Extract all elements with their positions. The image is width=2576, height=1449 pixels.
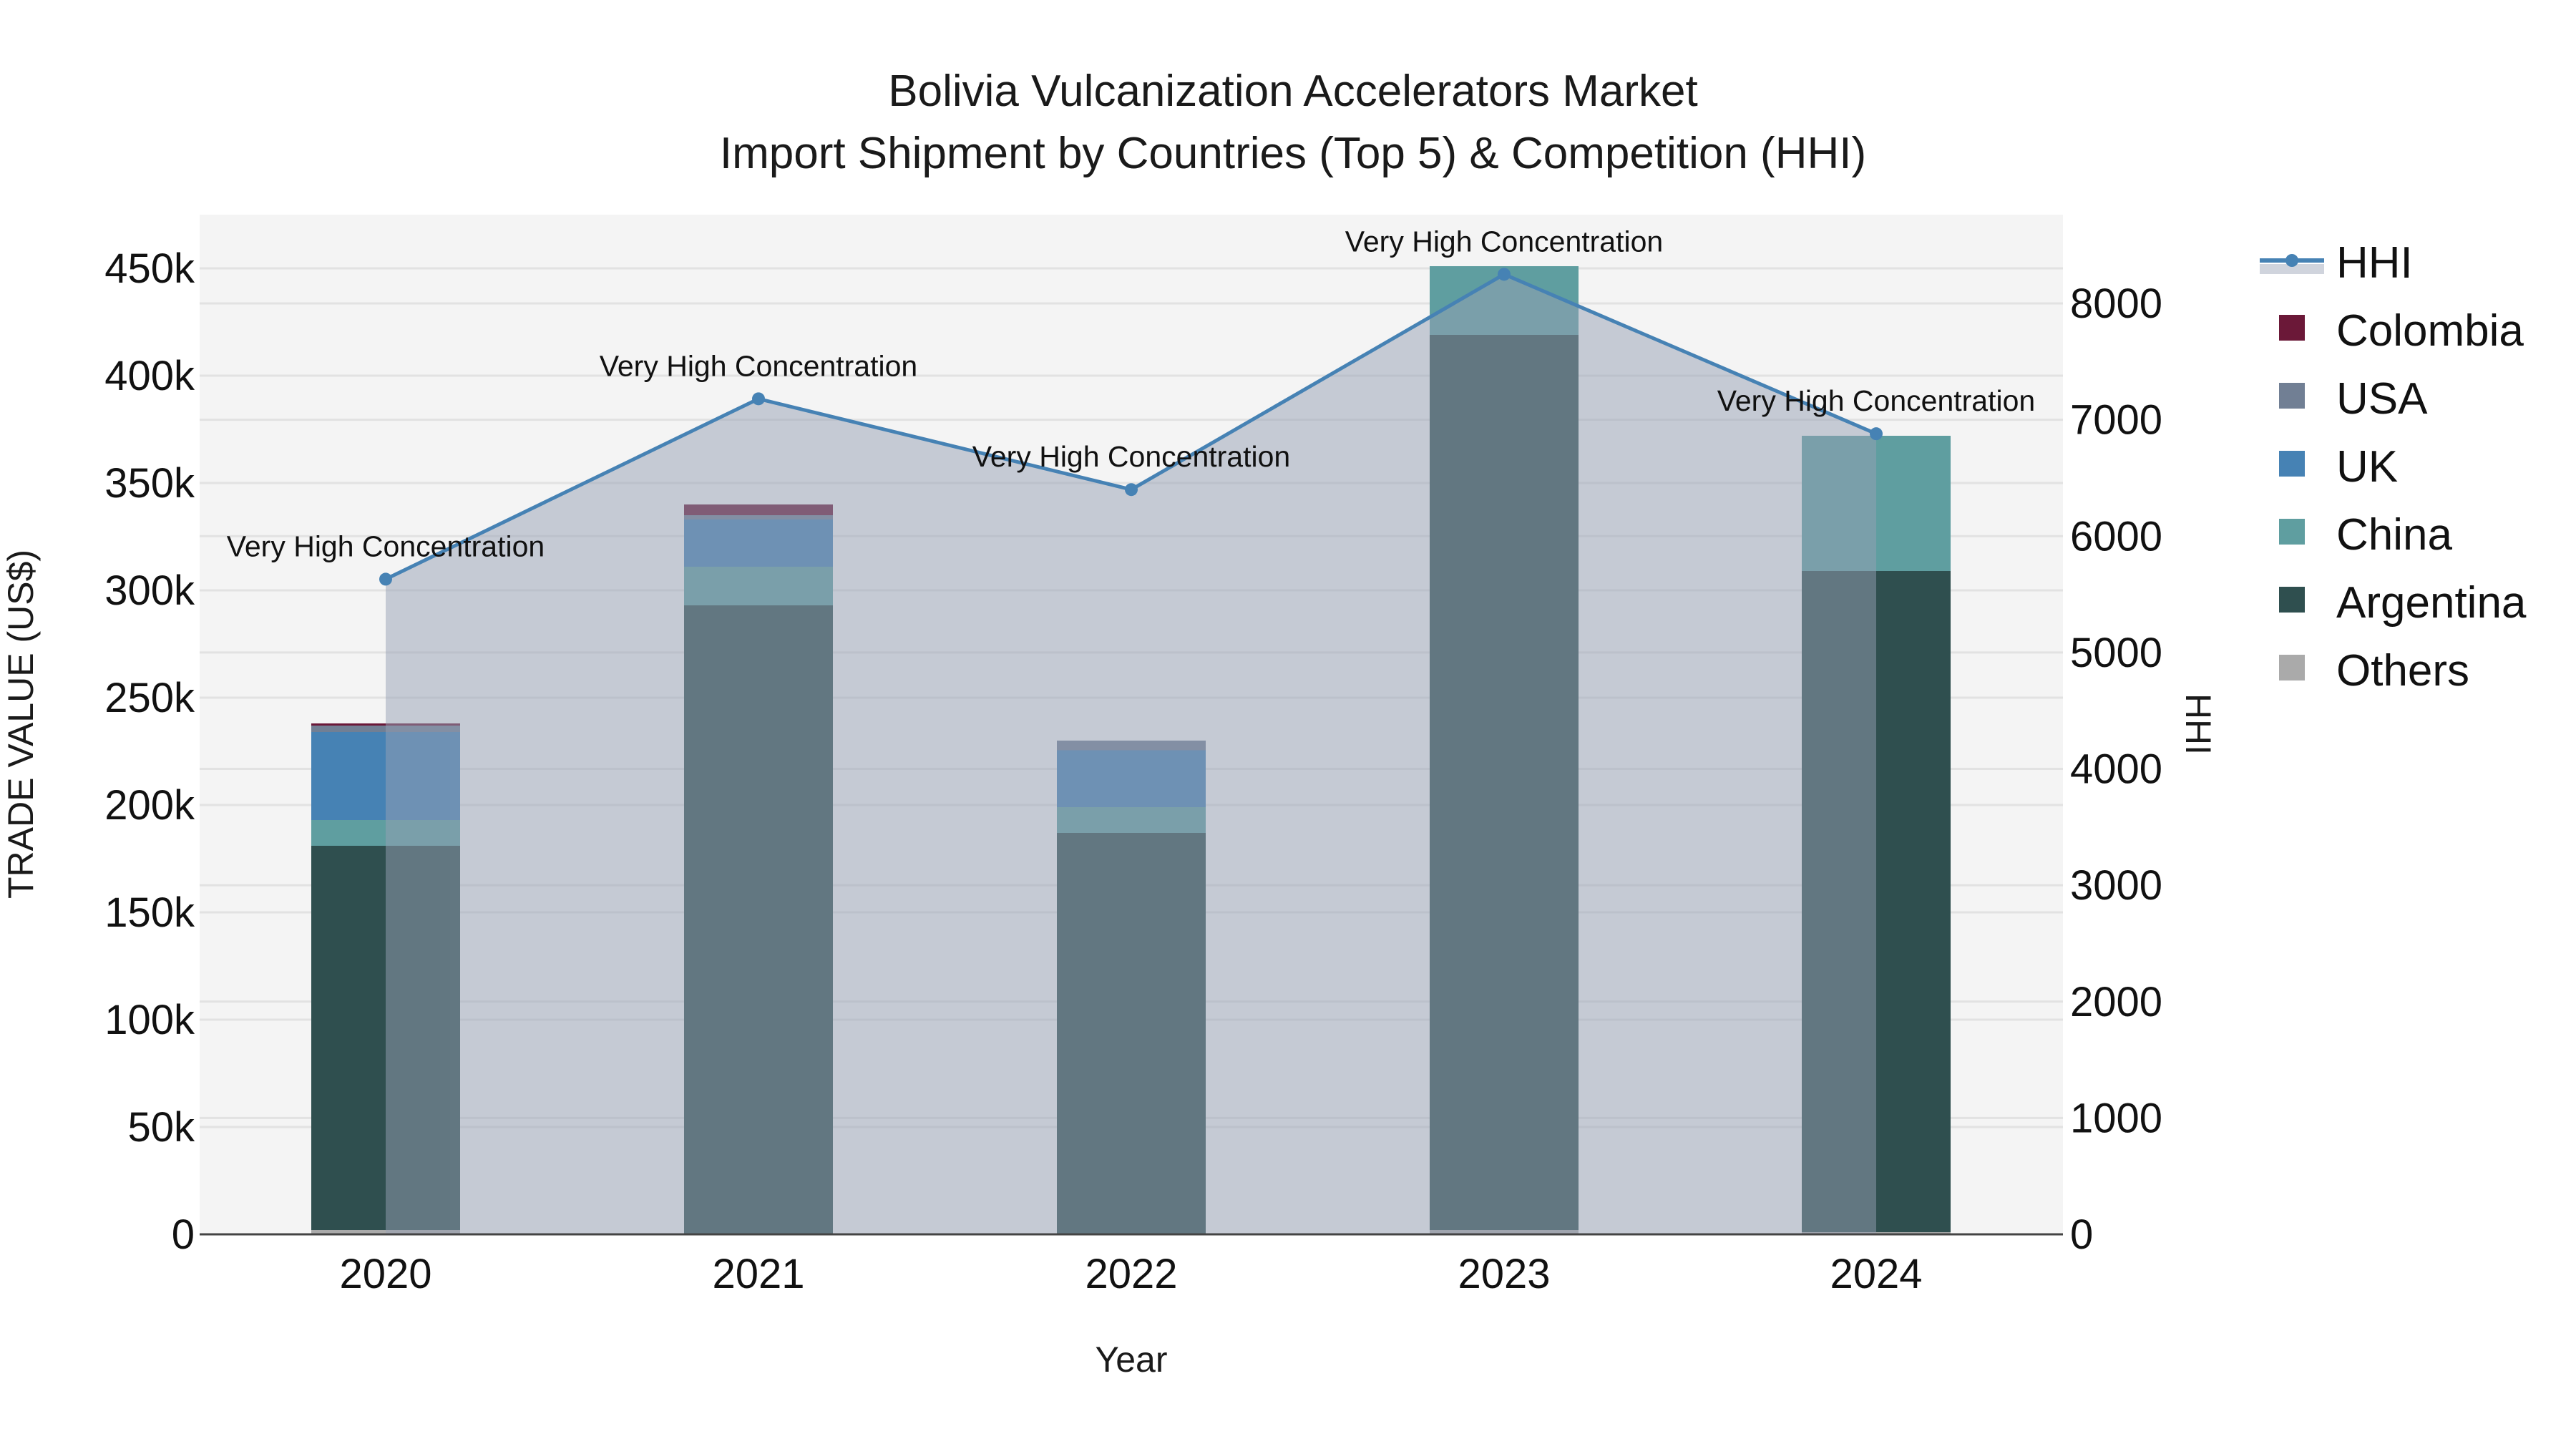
y-right-tick: 8000 (2070, 280, 2162, 327)
y-axis-left-title: TRADE VALUE (US$) (1, 550, 41, 899)
x-axis-title: Year (1095, 1340, 1167, 1380)
y-left-tick: 0 (172, 1211, 195, 1258)
annotation-2024: Very High Concentration (1717, 384, 2035, 417)
legend-item-uk[interactable]: UK (2279, 442, 2398, 492)
legend-item-colombia[interactable]: Colombia (2279, 306, 2524, 356)
y-left-tick: 350k (104, 460, 195, 507)
legend-label: China (2336, 510, 2453, 560)
x-tick-2021: 2021 (712, 1251, 804, 1297)
annotation-2022: Very High Concentration (972, 440, 1290, 473)
hhi-marker-2024[interactable] (1870, 427, 1883, 441)
y-left-tick: 400k (104, 353, 195, 399)
x-axis-ticks: 2020 2021 2022 2023 2024 (339, 1251, 1922, 1297)
y-right-tick: 0 (2070, 1211, 2093, 1258)
legend-swatch-icon (2279, 383, 2305, 409)
legend-swatch-icon (2279, 451, 2305, 477)
hhi-marker-2020[interactable] (379, 572, 392, 586)
legend-item-argentina[interactable]: Argentina (2279, 578, 2527, 628)
legend-item-hhi[interactable]: HHI (2260, 238, 2413, 288)
legend-swatch-icon (2279, 519, 2305, 545)
x-tick-2023: 2023 (1458, 1251, 1550, 1297)
y-right-tick: 6000 (2070, 513, 2162, 560)
chart-title-line2: Import Shipment by Countries (Top 5) & C… (720, 129, 1866, 178)
y-left-tick: 150k (104, 889, 195, 936)
legend-label: Others (2336, 646, 2469, 696)
annotation-2023: Very High Concentration (1345, 225, 1663, 258)
legend-label: UK (2336, 442, 2398, 492)
legend-item-usa[interactable]: USA (2279, 374, 2428, 424)
y-axis-right-title: HHI (2178, 693, 2218, 755)
y-right-tick: 4000 (2070, 746, 2162, 793)
y-left-tick: 200k (104, 782, 195, 829)
hhi-marker-2023[interactable] (1498, 268, 1511, 281)
legend-label: Argentina (2336, 578, 2527, 628)
x-tick-2022: 2022 (1085, 1251, 1177, 1297)
legend-item-china[interactable]: China (2279, 510, 2453, 560)
legend-label: Colombia (2336, 306, 2524, 356)
annotation-2021: Very High Concentration (600, 349, 917, 382)
y-left-tick: 250k (104, 675, 195, 721)
y-axis-right: 0 1000 2000 3000 4000 5000 6000 7000 8000 (2070, 280, 2162, 1258)
y-right-tick: 1000 (2070, 1095, 2162, 1141)
y-right-tick: 3000 (2070, 862, 2162, 909)
legend-fill-swatch (2260, 264, 2324, 274)
legend-marker-icon (2285, 254, 2298, 267)
hhi-marker-2022[interactable] (1125, 483, 1138, 497)
legend-item-others[interactable]: Others (2279, 646, 2469, 696)
y-axis-left: 0 50k 100k 150k 200k 250k 300k 350k 400k 450k (104, 245, 195, 1258)
annotation-2020: Very High Concentration (227, 530, 545, 562)
legend-label: HHI (2336, 238, 2413, 288)
x-tick-2020: 2020 (339, 1251, 431, 1297)
legend-swatch-icon (2279, 587, 2305, 613)
y-right-tick: 7000 (2070, 397, 2162, 444)
annotations: Very High Concentration Very High Concent… (227, 225, 2035, 562)
y-left-tick: 450k (104, 245, 195, 292)
y-left-tick: 300k (104, 567, 195, 614)
legend-swatch-icon (2279, 315, 2305, 341)
hhi-marker-2021[interactable] (752, 392, 765, 406)
y-left-tick: 100k (104, 997, 195, 1043)
chart-title-line1: Bolivia Vulcanization Accelerators Marke… (888, 67, 1697, 116)
legend: HHI Colombia USA UK China Argentina Others (2260, 238, 2527, 696)
legend-label: USA (2336, 374, 2428, 424)
x-tick-2024: 2024 (1830, 1251, 1922, 1297)
y-right-tick: 2000 (2070, 979, 2162, 1025)
hhi-series (379, 268, 1883, 1234)
legend-swatch-icon (2279, 655, 2305, 680)
y-right-tick: 5000 (2070, 630, 2162, 676)
hhi-area (386, 274, 1876, 1234)
y-left-tick: 50k (127, 1104, 195, 1151)
